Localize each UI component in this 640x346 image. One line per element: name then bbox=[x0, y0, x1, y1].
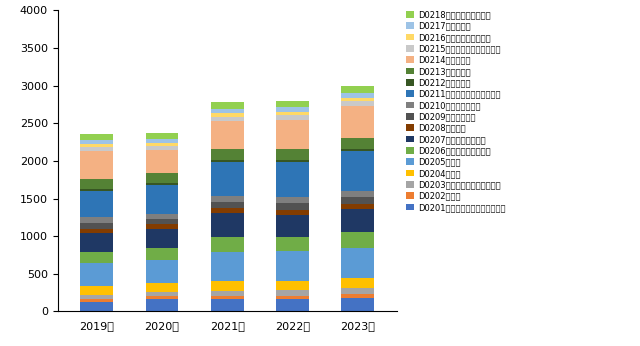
Bar bbox=[276, 299, 308, 311]
Bar bbox=[146, 219, 179, 225]
Bar bbox=[211, 281, 243, 291]
Bar bbox=[211, 208, 243, 213]
Bar bbox=[341, 204, 374, 209]
Bar bbox=[341, 101, 374, 106]
Bar bbox=[81, 286, 113, 295]
Bar bbox=[81, 252, 113, 263]
Bar bbox=[146, 229, 179, 248]
Bar bbox=[341, 278, 374, 289]
Bar bbox=[276, 215, 308, 237]
Bar bbox=[146, 296, 179, 299]
Bar bbox=[341, 197, 374, 204]
Bar bbox=[146, 283, 179, 292]
Bar bbox=[146, 133, 179, 139]
Bar bbox=[276, 101, 308, 108]
Bar bbox=[276, 295, 308, 299]
Bar bbox=[146, 143, 179, 146]
Bar bbox=[211, 121, 243, 149]
Bar bbox=[146, 150, 179, 173]
Bar bbox=[341, 298, 374, 311]
Bar bbox=[211, 113, 243, 117]
Bar bbox=[211, 162, 243, 195]
Bar bbox=[81, 229, 113, 233]
Bar bbox=[146, 139, 179, 143]
Bar bbox=[341, 209, 374, 231]
Bar bbox=[276, 281, 308, 290]
Bar bbox=[276, 120, 308, 149]
Bar bbox=[146, 299, 179, 311]
Bar bbox=[276, 203, 308, 210]
Bar bbox=[211, 237, 243, 252]
Bar bbox=[211, 291, 243, 296]
Bar bbox=[341, 248, 374, 278]
Bar bbox=[341, 106, 374, 138]
Bar bbox=[81, 179, 113, 189]
Bar bbox=[81, 299, 113, 302]
Bar bbox=[211, 102, 243, 109]
Bar bbox=[146, 248, 179, 260]
Bar bbox=[276, 162, 308, 197]
Bar bbox=[146, 225, 179, 229]
Bar bbox=[341, 98, 374, 101]
Bar bbox=[276, 112, 308, 115]
Bar bbox=[341, 289, 374, 294]
Bar bbox=[211, 160, 243, 162]
Bar bbox=[341, 138, 374, 149]
Bar bbox=[81, 222, 113, 229]
Bar bbox=[276, 115, 308, 120]
Bar bbox=[276, 290, 308, 295]
Bar bbox=[211, 213, 243, 237]
Bar bbox=[211, 252, 243, 281]
Bar bbox=[146, 292, 179, 296]
Bar bbox=[146, 146, 179, 150]
Bar bbox=[341, 152, 374, 191]
Bar bbox=[276, 149, 308, 160]
Bar bbox=[211, 149, 243, 160]
Bar bbox=[81, 189, 113, 191]
Bar bbox=[81, 134, 113, 140]
Bar bbox=[211, 117, 243, 121]
Bar bbox=[81, 144, 113, 147]
Bar bbox=[341, 231, 374, 248]
Bar bbox=[211, 299, 243, 311]
Bar bbox=[146, 260, 179, 283]
Bar bbox=[341, 86, 374, 93]
Bar bbox=[276, 160, 308, 162]
Bar bbox=[81, 152, 113, 179]
Bar bbox=[341, 191, 374, 197]
Bar bbox=[341, 93, 374, 98]
Bar bbox=[341, 149, 374, 152]
Bar bbox=[81, 302, 113, 311]
Bar bbox=[276, 108, 308, 112]
Bar bbox=[276, 197, 308, 203]
Bar bbox=[276, 237, 308, 251]
Bar bbox=[146, 183, 179, 185]
Legend: D0218勘探技术与地质钒探, D0217生物地质学, D0216火山学和地热地质学, D0215数学地质学与遥感地质学, D0214工程地质学, D0213水: D0218勘探技术与地质钒探, D0217生物地质学, D0216火山学和地热地… bbox=[404, 9, 507, 213]
Bar bbox=[146, 213, 179, 219]
Bar bbox=[276, 210, 308, 215]
Bar bbox=[211, 296, 243, 299]
Bar bbox=[81, 295, 113, 299]
Bar bbox=[341, 294, 374, 298]
Bar bbox=[146, 185, 179, 213]
Bar bbox=[211, 109, 243, 113]
Bar bbox=[81, 263, 113, 286]
Bar bbox=[146, 173, 179, 183]
Bar bbox=[81, 140, 113, 144]
Bar bbox=[211, 201, 243, 208]
Bar bbox=[276, 251, 308, 281]
Bar bbox=[81, 233, 113, 252]
Bar bbox=[211, 195, 243, 201]
Bar bbox=[81, 191, 113, 217]
Bar bbox=[81, 217, 113, 222]
Bar bbox=[81, 147, 113, 152]
